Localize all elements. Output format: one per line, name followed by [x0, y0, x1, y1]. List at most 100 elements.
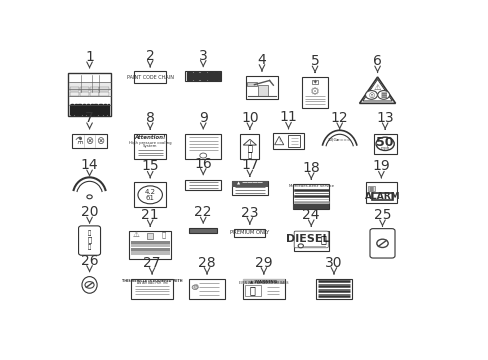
Text: ▦: ▦ — [380, 92, 386, 98]
Text: AN AIR BAG FOR THE: AN AIR BAG FOR THE — [136, 281, 167, 285]
Text: PAINT CODE CHAIN: PAINT CODE CHAIN — [126, 75, 173, 80]
Text: Mercedes-Benz Service: Mercedes-Benz Service — [288, 184, 333, 188]
Circle shape — [365, 91, 377, 99]
Text: 10|G►===: 10|G►=== — [327, 138, 351, 141]
Bar — [373, 134, 396, 154]
Text: 50: 50 — [376, 136, 393, 149]
Text: High pressure cooling: High pressure cooling — [129, 140, 171, 145]
Text: 🔒: 🔒 — [88, 230, 91, 236]
Text: mph: mph — [380, 146, 389, 150]
Bar — [196, 72, 197, 80]
Text: 25: 25 — [373, 208, 390, 222]
Bar — [99, 92, 108, 96]
Bar — [216, 72, 217, 80]
Bar — [80, 104, 81, 115]
FancyBboxPatch shape — [294, 231, 327, 248]
Bar — [189, 279, 224, 299]
Text: 14: 14 — [81, 158, 98, 172]
Bar — [205, 72, 206, 80]
Bar — [211, 72, 212, 80]
Bar — [131, 244, 169, 247]
Bar — [76, 104, 77, 115]
Bar — [185, 134, 221, 159]
Bar — [190, 72, 191, 80]
Text: 24: 24 — [302, 208, 319, 222]
Bar — [84, 104, 85, 115]
Polygon shape — [359, 77, 395, 103]
Bar — [129, 231, 171, 258]
Bar — [189, 228, 217, 233]
Bar — [234, 229, 265, 237]
Text: !: ! — [248, 141, 251, 147]
Bar — [240, 134, 259, 159]
Circle shape — [138, 186, 162, 204]
Circle shape — [376, 239, 387, 247]
Bar — [72, 104, 73, 115]
Text: 19: 19 — [372, 159, 389, 174]
Text: 2: 2 — [145, 49, 154, 63]
Bar — [105, 104, 106, 115]
Bar — [193, 72, 195, 80]
Text: 4.2: 4.2 — [144, 189, 155, 195]
Text: 👥: 👥 — [249, 285, 255, 296]
Bar — [100, 104, 101, 115]
Bar — [80, 92, 89, 96]
Text: ■: ■ — [368, 186, 373, 192]
Bar — [131, 240, 169, 244]
Bar — [69, 92, 79, 96]
Text: 7: 7 — [85, 111, 94, 125]
Bar — [80, 86, 89, 91]
Bar — [68, 73, 111, 116]
Bar — [185, 72, 221, 81]
Circle shape — [85, 282, 94, 288]
Text: 30: 30 — [325, 256, 342, 270]
Text: 29: 29 — [255, 256, 272, 270]
Text: ALARM: ALARM — [364, 192, 400, 201]
Bar — [199, 72, 200, 80]
Bar — [93, 104, 95, 115]
Text: 22: 22 — [194, 205, 212, 219]
Bar — [293, 204, 328, 209]
Bar — [104, 104, 105, 115]
Polygon shape — [274, 136, 283, 145]
Polygon shape — [362, 80, 391, 101]
Bar — [215, 72, 216, 80]
Bar — [202, 72, 203, 80]
Text: EVEN WITH ADVANCED AIR BAGS: EVEN WITH ADVANCED AIR BAGS — [239, 281, 288, 285]
Text: 12: 12 — [330, 111, 348, 125]
Bar — [134, 134, 166, 159]
Circle shape — [192, 285, 198, 289]
Text: 27: 27 — [143, 256, 161, 270]
Text: 26: 26 — [81, 254, 98, 268]
Text: 5: 5 — [310, 54, 319, 68]
Bar — [88, 104, 89, 115]
Bar — [201, 72, 202, 80]
Bar — [131, 251, 169, 255]
Text: ⚠: ⚠ — [373, 83, 381, 92]
Text: System: System — [142, 144, 157, 148]
Text: Attention!: Attention! — [134, 135, 165, 140]
Bar — [81, 104, 82, 115]
Bar — [231, 181, 267, 195]
Bar — [89, 86, 99, 91]
Bar — [92, 104, 93, 115]
Bar — [367, 185, 374, 191]
Bar — [311, 80, 317, 84]
Text: 17: 17 — [241, 158, 258, 172]
Text: ⊗: ⊗ — [96, 136, 104, 146]
Bar — [243, 279, 284, 299]
Text: 11: 11 — [279, 111, 297, 125]
Bar — [185, 180, 221, 190]
Bar — [78, 104, 79, 115]
Bar — [206, 72, 207, 80]
Bar — [131, 248, 169, 251]
Text: 8: 8 — [145, 111, 154, 125]
Text: !: ! — [278, 138, 280, 143]
Text: ⛽: ⛽ — [320, 234, 326, 244]
Bar — [131, 279, 173, 299]
Text: 10: 10 — [241, 111, 258, 125]
Bar — [302, 77, 327, 108]
Bar — [212, 72, 213, 80]
Text: DIESEL: DIESEL — [286, 234, 329, 244]
Text: ⊗: ⊗ — [85, 136, 93, 146]
